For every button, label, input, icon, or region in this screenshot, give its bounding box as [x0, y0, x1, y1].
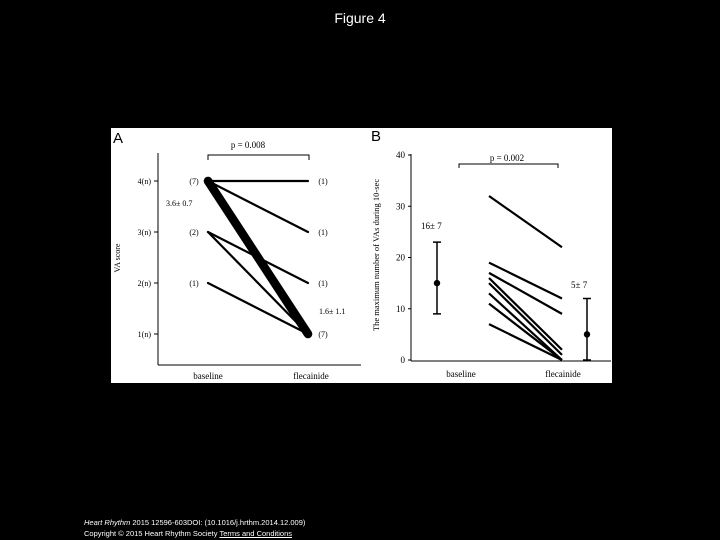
- panel-b-y-tick-label: 0: [401, 355, 406, 365]
- figure-svg: A VA score 1(n) 2(n) 3(n) 4(n) baseline fle…: [113, 128, 611, 381]
- panel-b-patient-line: [488, 195, 563, 249]
- panel-b-x-tick-baseline: baseline: [446, 369, 476, 379]
- footer-citation: Heart Rhythm 2015 12596-603DOI: (10.1016…: [84, 517, 305, 528]
- panel-a-lines: [203, 176, 313, 339]
- panel-b: B The maximum number of VAs during 10-se…: [371, 128, 611, 379]
- panel-b-patient-line: [488, 271, 563, 315]
- panel-b-significance-bracket: [458, 163, 559, 168]
- footer-journal: Heart Rhythm: [84, 518, 131, 527]
- panel-a-y-tick-label: 3(n): [138, 228, 152, 237]
- panel-b-x-tick-flecainide: flecainide: [545, 369, 580, 379]
- panel-a-y-tick-label: 1(n): [138, 330, 152, 339]
- panel-a-x-tick-baseline: baseline: [193, 371, 223, 381]
- panel-b-baseline-mean-point: [433, 279, 441, 287]
- panel-b-y-tick-label: 40: [396, 150, 406, 160]
- panel-a-baseline-count-label: (2): [189, 228, 199, 237]
- footer-copyright: Copyright © 2015 Heart Rhythm Society: [84, 529, 218, 538]
- panel-a-y-label: VA score: [113, 243, 122, 272]
- panel-b-patient-line: [488, 323, 563, 361]
- panel-b-patient-line: [488, 261, 563, 300]
- slide-footer: Heart Rhythm 2015 12596-603DOI: (10.1016…: [84, 517, 305, 539]
- panel-b-patient-line: [488, 282, 563, 356]
- panel-b-y-tick-label: 30: [396, 201, 406, 211]
- panel-a-y-tick-label: 4(n): [138, 177, 152, 186]
- panel-b-summary: [433, 241, 591, 361]
- panel-b-baseline-mean: 16± 7: [421, 221, 442, 231]
- panel-b-p-value: p = 0.002: [490, 153, 524, 163]
- panel-a-p-value: p = 0.008: [231, 140, 266, 150]
- panel-b-patient-line: [488, 292, 563, 361]
- panel-b-lines: [488, 195, 563, 361]
- panel-b-patient-line: [488, 302, 563, 361]
- panel-a-patient-line: [206, 281, 310, 336]
- panel-a-label: A: [113, 130, 123, 147]
- panel-a-y-ticks: 1(n) 2(n) 3(n) 4(n): [138, 177, 158, 339]
- panel-a-patient-line: [206, 230, 310, 336]
- panel-a-baseline-mean: 3.6± 0.7: [166, 199, 192, 208]
- panel-a-flecainide-count-label: (7): [318, 330, 328, 339]
- panel-a-flecainide-count-label: (1): [318, 177, 328, 186]
- panel-a-patient-line: [206, 230, 310, 285]
- panel-b-label: B: [371, 128, 381, 145]
- panel-a-significance-bracket: [207, 154, 310, 160]
- panel-b-flecainide-mean: 5± 7: [571, 280, 588, 290]
- panel-a-x-tick-flecainide: flecainide: [293, 371, 328, 381]
- panel-a-counts: (7) (2) (1) (1) (1) (1) (7): [189, 177, 328, 339]
- panel-a-y-tick-label: 2(n): [138, 279, 152, 288]
- terms-and-conditions-link[interactable]: Terms and Conditions: [219, 529, 293, 538]
- panel-a-baseline-count-label: (1): [189, 279, 199, 288]
- panel-b-y-tick-label: 10: [396, 304, 406, 314]
- panel-b-y-label: The maximum number of VAs during 10-sec: [371, 179, 381, 331]
- panel-b-y-tick-label: 20: [396, 253, 406, 263]
- panel-b-patient-line: [488, 277, 563, 351]
- slide-title: Figure 4: [334, 10, 386, 26]
- footer-copyright-line: Copyright © 2015 Heart Rhythm Society Te…: [84, 528, 305, 539]
- panel-a-patient-line: [206, 179, 310, 234]
- panel-a: A VA score 1(n) 2(n) 3(n) 4(n) baseline fle…: [113, 130, 361, 381]
- panel-b-flecainide-mean-point: [583, 331, 591, 338]
- panel-a-baseline-count-label: (7): [189, 177, 199, 186]
- footer-doi: 2015 12596-603DOI: (10.1016/j.hrthm.2014…: [130, 518, 306, 527]
- panel-a-flecainide-mean: 1.6± 1.1: [319, 307, 345, 316]
- panel-a-flecainide-count-label: (1): [318, 228, 328, 237]
- panel-a-flecainide-count-label: (1): [318, 279, 328, 288]
- panel-b-y-ticks: 0 10 20 30 40: [396, 150, 411, 365]
- figure-panel: A VA score 1(n) 2(n) 3(n) 4(n) baseline fle…: [111, 128, 612, 383]
